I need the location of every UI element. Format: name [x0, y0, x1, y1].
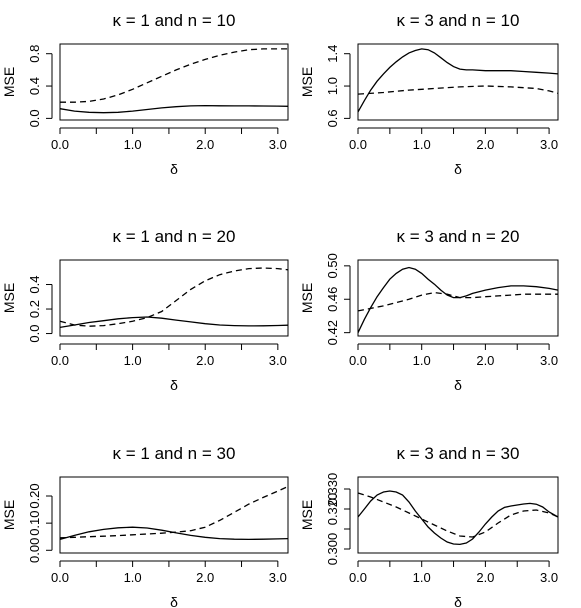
y-tick-label: 0.20 — [27, 483, 42, 508]
x-tick-label: 2.0 — [196, 137, 214, 152]
x-tick-label: 2.0 — [476, 570, 494, 585]
y-tick-label: 0.42 — [325, 320, 340, 345]
series-dashed-line — [357, 291, 558, 312]
x-tick-label: 3.0 — [269, 137, 287, 152]
x-tick-label: 2.0 — [476, 353, 494, 368]
x-tick-label: 1.0 — [413, 353, 431, 368]
y-axis-label: MSE — [299, 67, 315, 97]
series-dashed-line — [60, 48, 288, 103]
series-dashed-line — [357, 492, 559, 538]
panel-5: κ = 1 and n = 30 0.0 1.0 2.0 3.0 0.00 0.10 0.20… — [1, 444, 289, 608]
x-tick-label: 1.0 — [413, 570, 431, 585]
y-tick-label: 0.2 — [27, 300, 42, 318]
y-tick-label: 1.4 — [325, 45, 340, 63]
x-tick-label: 3.0 — [540, 570, 558, 585]
x-axis-label: δ — [454, 594, 462, 608]
y-tick-label: 0.00 — [27, 538, 42, 563]
panel-title: κ = 1 and n = 30 — [113, 444, 236, 463]
x-tick-label: 1.0 — [413, 137, 431, 152]
series-solid-line — [357, 266, 559, 333]
plot-frame — [59, 476, 289, 554]
x-tick-label: 1.0 — [124, 570, 142, 585]
y-tick-label: 0.0 — [27, 109, 42, 127]
y-axis-label: MSE — [299, 500, 315, 530]
panel-title: κ = 3 and n = 30 — [397, 444, 520, 463]
panel-3: κ = 1 and n = 20 0.0 1.0 2.0 3.0 0.0 0.2 0.4 δ MS… — [1, 227, 289, 393]
x-tick-label: 0.0 — [349, 570, 367, 585]
x-tick-label: 3.0 — [269, 570, 287, 585]
series-dashed-line — [59, 267, 289, 327]
y-tick-label: 0.10 — [27, 510, 42, 535]
y-tick-label: 0.4 — [27, 77, 42, 95]
y-axis-label: MSE — [299, 283, 315, 313]
x-axis-label: δ — [454, 377, 462, 393]
panel-title: κ = 3 and n = 10 — [397, 11, 520, 30]
x-axis-label: δ — [170, 377, 178, 393]
panel-2: κ = 3 and n = 10 0.0 1.0 2.0 3.0 0.6 1.0 1.4 δ MS… — [299, 11, 559, 177]
series-dashed-line — [357, 85, 559, 95]
x-axis-label: δ — [454, 161, 462, 177]
series-solid-line — [357, 48, 559, 113]
x-axis-label: δ — [170, 594, 178, 608]
x-tick-label: 0.0 — [51, 570, 69, 585]
y-tick-label: 0.8 — [27, 45, 42, 63]
y-tick-label: 1.0 — [325, 77, 340, 95]
plot-frame — [357, 476, 559, 554]
y-axis-label: MSE — [1, 500, 17, 530]
x-tick-label: 3.0 — [269, 353, 287, 368]
series-solid-line — [59, 526, 289, 541]
plot-frame — [357, 259, 559, 337]
x-axis-label: δ — [170, 161, 178, 177]
panel-title: κ = 3 and n = 20 — [397, 227, 520, 246]
y-tick-label: 0.6 — [325, 109, 340, 127]
x-tick-label: 2.0 — [196, 353, 214, 368]
plot-frame — [59, 259, 289, 337]
y-axis-label: MSE — [1, 67, 17, 97]
panel-6: κ = 3 and n = 30 0.0 1.0 2.0 3.0 0.300 0.3200.… — [299, 444, 559, 608]
x-tick-label: 3.0 — [540, 137, 558, 152]
plot-frame — [59, 43, 289, 121]
y-tick-label: 0.46 — [325, 287, 340, 312]
y-axis-label: MSE — [1, 283, 17, 313]
x-tick-label: 0.0 — [51, 353, 69, 368]
y-tick-label: 0.50 — [325, 253, 340, 278]
x-tick-label: 0.0 — [349, 137, 367, 152]
series-solid-line — [59, 316, 289, 329]
panel-title: κ = 1 and n = 10 — [113, 11, 236, 30]
panel-4: κ = 3 and n = 20 0.0 1.0 2.0 3.0 0.42 0.46 0.50… — [299, 227, 559, 393]
y-tick-label: 0.300 — [325, 533, 340, 566]
series-dashed-line — [59, 485, 289, 539]
series-solid-line — [357, 490, 559, 546]
y-tick-label: 0.330 — [325, 473, 340, 506]
y-tick-label: 0.320 — [325, 493, 340, 526]
x-tick-label: 3.0 — [540, 353, 558, 368]
y-tick-label: 0.4 — [27, 275, 42, 293]
x-tick-label: 1.0 — [124, 137, 142, 152]
x-tick-label: 1.0 — [124, 353, 142, 368]
panel-title: κ = 1 and n = 20 — [113, 227, 236, 246]
x-tick-label: 0.0 — [51, 137, 69, 152]
x-tick-label: 2.0 — [196, 570, 214, 585]
x-tick-label: 0.0 — [349, 353, 367, 368]
panel-1: κ = 1 and n = 10 0.0 1.0 2.0 3.0 0.0 0.4 0.8 δ MS… — [1, 11, 289, 177]
x-tick-label: 2.0 — [476, 137, 494, 152]
plot-frame — [357, 43, 559, 121]
y-tick-label: 0.0 — [27, 325, 42, 343]
series-solid-line — [59, 104, 289, 114]
